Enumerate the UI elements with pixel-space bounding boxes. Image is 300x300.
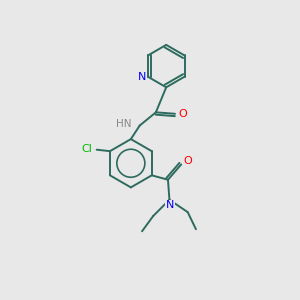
Text: O: O xyxy=(178,109,187,119)
Text: N: N xyxy=(138,72,147,82)
Text: HN: HN xyxy=(116,119,131,129)
Text: Cl: Cl xyxy=(82,144,93,154)
Text: N: N xyxy=(166,200,174,210)
Text: O: O xyxy=(183,157,192,166)
